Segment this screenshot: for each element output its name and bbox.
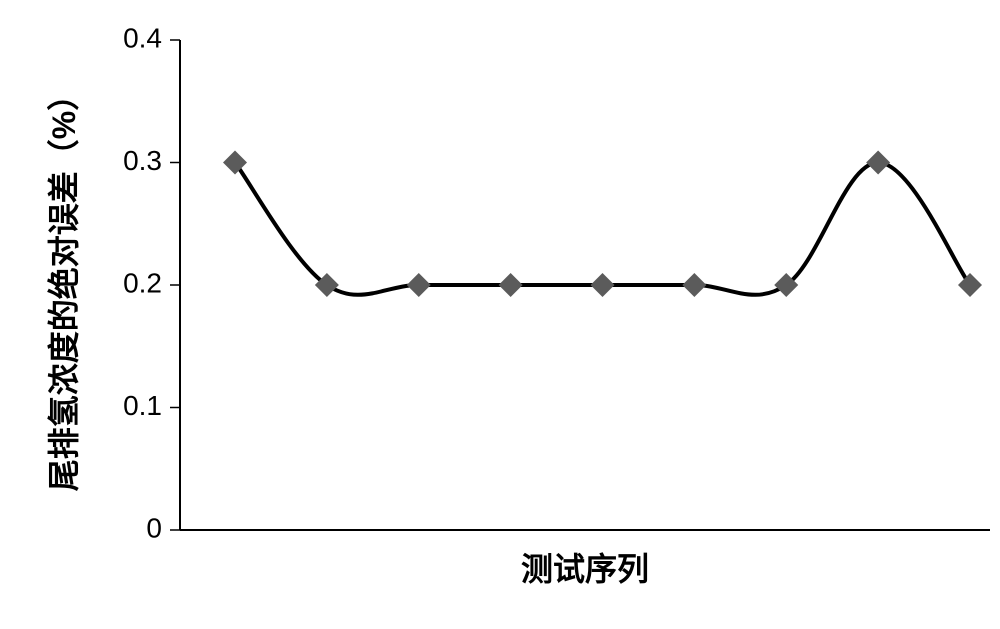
data-marker [223, 151, 247, 175]
y-tick-label: 0.1 [123, 390, 162, 421]
data-marker [682, 273, 706, 297]
data-marker [958, 273, 982, 297]
y-tick-label: 0 [146, 512, 162, 543]
y-tick-label: 0.2 [123, 267, 162, 298]
data-marker [499, 273, 523, 297]
y-tick-label: 0.3 [123, 145, 162, 176]
data-marker [591, 273, 615, 297]
line-chart: 0 0.1 0.2 0.3 0.4 尾排氢浓度的绝对误差（%） 测试序列 [20, 20, 1000, 609]
data-marker [866, 151, 890, 175]
y-axis-label: 尾排氢浓度的绝对误差（%） [46, 79, 82, 491]
data-marker [407, 273, 431, 297]
x-axis-label: 测试序列 [521, 551, 649, 587]
chart-container: 0 0.1 0.2 0.3 0.4 尾排氢浓度的绝对误差（%） 测试序列 [20, 20, 1000, 609]
y-tick-label: 0.4 [123, 22, 162, 53]
